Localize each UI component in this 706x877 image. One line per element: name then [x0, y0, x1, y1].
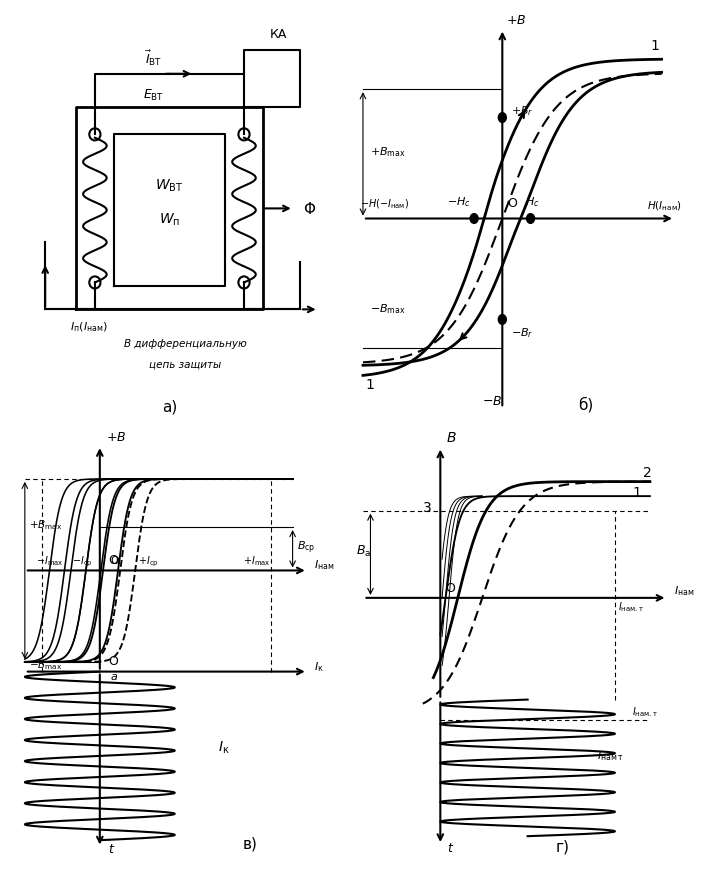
Text: б): б): [578, 396, 593, 412]
Circle shape: [527, 214, 534, 225]
Text: $W_{\rm п}$: $W_{\rm п}$: [159, 211, 180, 227]
Text: $-B$: $-B$: [482, 395, 503, 408]
Text: $I_{\rm к}$: $I_{\rm к}$: [314, 660, 324, 674]
Text: $I_{\rm нам}$: $I_{\rm нам}$: [314, 557, 335, 571]
Text: $+B_{\rm max}$: $+B_{\rm max}$: [29, 517, 63, 531]
Text: $+I_{\rm ср}$: $+I_{\rm ср}$: [138, 554, 159, 568]
Text: O: O: [111, 556, 119, 566]
Text: $B_{\rm а}$: $B_{\rm а}$: [357, 544, 371, 559]
Text: $\Phi$: $\Phi$: [303, 201, 316, 217]
Text: O: O: [508, 197, 517, 210]
Text: $-B_{\rm max}$: $-B_{\rm max}$: [29, 657, 63, 671]
Text: $+I_{\rm max}$: $+I_{\rm max}$: [244, 553, 271, 567]
Text: $-I_{\rm ср}$: $-I_{\rm ср}$: [72, 554, 92, 568]
Text: $B_{\rm ср}$: $B_{\rm ср}$: [297, 538, 316, 555]
Text: $t$: $t$: [109, 842, 116, 855]
Text: КА: КА: [270, 28, 287, 41]
Text: г): г): [556, 838, 570, 853]
Text: $-H(-I_{\rm нам})$: $-H(-I_{\rm нам})$: [359, 197, 409, 211]
Text: $-I_{\rm max}$: $-I_{\rm max}$: [35, 553, 64, 567]
Text: $t$: $t$: [448, 841, 455, 853]
Text: $H(I_{\rm нам})$: $H(I_{\rm нам})$: [647, 199, 681, 213]
Text: $+B$: $+B$: [506, 14, 527, 26]
Text: $-B_r$: $-B_r$: [510, 326, 533, 340]
Text: O: O: [109, 553, 119, 567]
Text: a: a: [111, 671, 117, 681]
Text: $+B_r$: $+B_r$: [510, 104, 533, 118]
Text: $I_{\rm нам.т}$: $I_{\rm нам.т}$: [618, 600, 645, 614]
Text: $I_{\rm нам}$: $I_{\rm нам}$: [674, 584, 695, 597]
Text: а): а): [162, 399, 177, 414]
Text: O: O: [109, 654, 119, 667]
Text: 1: 1: [633, 486, 641, 500]
Text: $H_c$: $H_c$: [525, 196, 539, 209]
Text: $+B$: $+B$: [106, 431, 126, 444]
Text: 1: 1: [365, 378, 374, 392]
Text: $-B_{\rm max}$: $-B_{\rm max}$: [370, 302, 405, 316]
Text: цепь защиты: цепь защиты: [149, 359, 221, 369]
Text: в): в): [242, 836, 257, 851]
Text: 2: 2: [643, 466, 652, 479]
Text: $E_{\rm ВТ}$: $E_{\rm ВТ}$: [143, 88, 164, 103]
Text: $+B_{\rm max}$: $+B_{\rm max}$: [370, 145, 405, 159]
Text: $-H_c$: $-H_c$: [447, 196, 471, 209]
Text: $I_{\rm к}$: $I_{\rm к}$: [217, 739, 229, 756]
Circle shape: [498, 113, 506, 124]
Text: O: O: [445, 581, 455, 594]
Text: 3: 3: [423, 500, 431, 514]
Text: $\vec{I}_{\rm ВТ}$: $\vec{I}_{\rm ВТ}$: [145, 48, 162, 68]
Text: 1: 1: [650, 39, 659, 53]
Text: $B$: $B$: [445, 431, 456, 445]
Text: $W_{\rm ВТ}$: $W_{\rm ВТ}$: [155, 177, 184, 194]
Text: $I_{\rm нам\,т}$: $I_{\rm нам\,т}$: [597, 748, 624, 761]
Circle shape: [498, 315, 506, 325]
Text: $I_{\rm п}(I_{\rm нам})$: $I_{\rm п}(I_{\rm нам})$: [70, 320, 108, 333]
Text: В дифференциальную: В дифференциальную: [124, 339, 246, 349]
Text: $I_{\rm нам.т}$: $I_{\rm нам.т}$: [633, 704, 658, 718]
Circle shape: [470, 214, 478, 225]
